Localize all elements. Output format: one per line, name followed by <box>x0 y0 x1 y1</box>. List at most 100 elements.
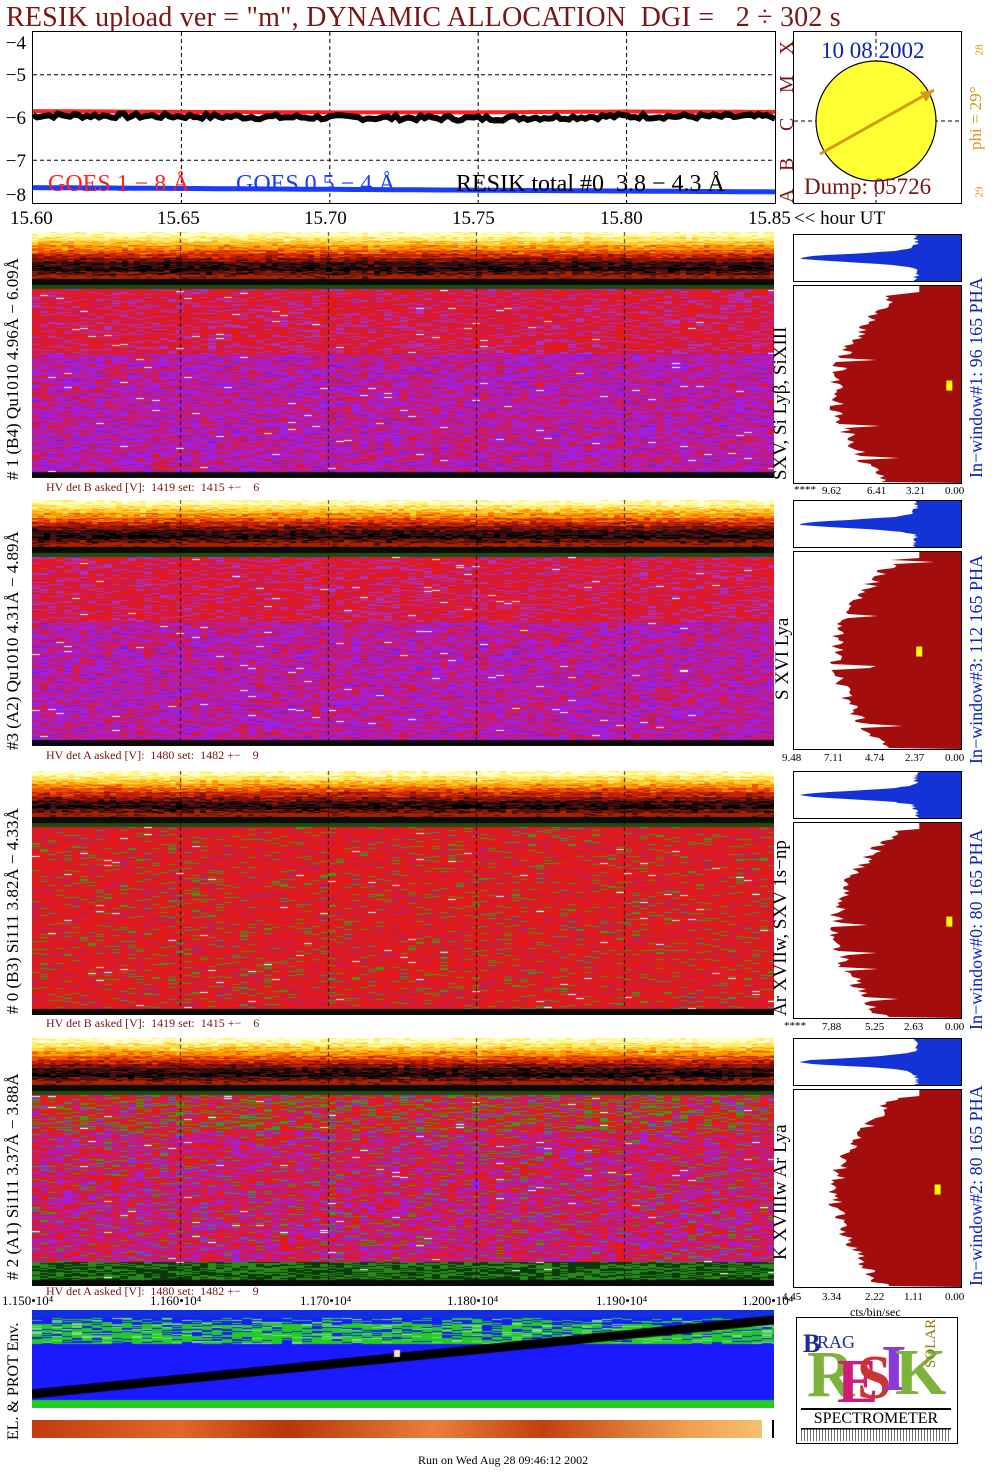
pha-histogram-1 <box>793 234 962 282</box>
pha-histogram-area <box>794 772 961 818</box>
hist-tick: 4.74 <box>865 752 885 764</box>
hist-tick: 0.00 <box>945 752 965 764</box>
page-title: RESIK upload ver = "m", DYNAMIC ALLOCATI… <box>6 2 841 33</box>
hist-tick: 6.41 <box>867 485 887 497</box>
pha-histogram-3 <box>793 771 962 819</box>
observation-date: 10 08 2002 <box>821 38 925 63</box>
spectrogram-image <box>32 1038 774 1286</box>
spectrum-histogram-area <box>829 823 961 1018</box>
hv-status-2: HV det A asked [V]: 1480 set: 1482 +− 9 <box>46 748 259 762</box>
spectrum-histogram-4 <box>793 1089 962 1288</box>
spectrogram-panel-1 <box>32 232 774 478</box>
spectrum-histogram-area <box>828 1090 961 1287</box>
line-id-3: Ar XVIIw, SXV 1s−np <box>770 840 791 1016</box>
hist-tick: 2.22 <box>865 1291 885 1303</box>
hist-tick: 9.62 <box>822 485 842 497</box>
environment-gradient-end <box>772 1420 774 1438</box>
spectrogram-panel-3 <box>32 771 774 1015</box>
hist-tick: 2.63 <box>904 1021 924 1033</box>
hour-tick: 15.60 <box>10 208 53 229</box>
svg-text:S: S <box>857 1344 891 1412</box>
logo-caption: SPECTROMETER <box>801 1408 951 1430</box>
svg-text:SOLAR: SOLAR <box>923 1319 939 1368</box>
svg-text:E: E <box>837 1348 878 1416</box>
spectrogram-panel-4 <box>32 1038 774 1286</box>
spectrogram-image <box>32 232 774 478</box>
histogram-marker <box>946 916 953 927</box>
pha-histogram-2 <box>793 500 962 548</box>
goes-series-line <box>33 109 775 115</box>
hv-status-1: HV det B asked [V]: 1419 set: 1415 +− 6 <box>46 480 260 494</box>
hist-tick: 0.00 <box>945 1291 965 1303</box>
pha-histogram-4 <box>793 1038 962 1086</box>
spectrum-histogram-2 <box>793 551 962 750</box>
environment-label: EL. & PROT Env. <box>5 1322 22 1440</box>
environment-gradient-bar <box>32 1420 762 1438</box>
hv-status-3: HV det B asked [V]: 1419 set: 1415 +− 6 <box>46 1016 260 1030</box>
legend-resik-total: RESIK total #0 3.8 − 4.3 Å <box>456 171 725 197</box>
in-window-1: In−window#1: 96 165 PHA <box>966 277 986 478</box>
svg-text:B: B <box>803 1329 820 1358</box>
hour-tick: 15.80 <box>600 208 643 229</box>
hist-tick: **** <box>784 1020 806 1032</box>
detector-label-3: # 0 (B3) Si111 3.82Å − 4.33Å <box>3 808 22 1014</box>
spectrum-histogram-1 <box>793 285 962 484</box>
hist-tick: 5.25 <box>865 1021 885 1033</box>
spectrum-histogram-area <box>829 286 961 483</box>
in-window-4: In−window#2: 80 165 PHA <box>966 1085 986 1286</box>
bin-tick: 1.190•10⁴ <box>596 1293 648 1308</box>
legend-goes-short: GOES 0.5 − 4 Å <box>236 171 396 197</box>
hist-tick: 3.34 <box>822 1291 842 1303</box>
hist-tick: 7.11 <box>824 752 843 764</box>
hour-axis-unit: << hour UT <box>794 208 886 229</box>
bin-tick: 1.150•10⁴ <box>2 1293 54 1308</box>
legend-goes-long: GOES 1 − 8 Å <box>48 171 190 197</box>
sun-diagram <box>794 32 961 203</box>
svg-text:RAG: RAG <box>817 1332 855 1352</box>
hv-status-4: HV det A asked [V]: 1480 set: 1482 +− 9 <box>46 1284 259 1298</box>
bin-tick: 1.180•10⁴ <box>447 1293 499 1308</box>
detector-label-2: #3 (A2) Qu1010 4.31Å − 4.89Å <box>3 531 22 750</box>
goes-series-line <box>33 185 775 195</box>
spectrum-histogram-3 <box>793 822 962 1019</box>
resik-logo: R E S I K B RAG SOLAR SPECTROMETER <box>796 1317 958 1444</box>
goes-class-axis: A B C M X <box>774 31 798 203</box>
svg-text:I: I <box>881 1332 907 1405</box>
pha-histogram-area <box>794 235 961 281</box>
goes-y-tick: −7 <box>5 151 26 172</box>
goes-y-tick: −5 <box>5 65 26 86</box>
hour-tick: 15.65 <box>157 208 200 229</box>
svg-text:K: K <box>895 1336 946 1409</box>
spectrogram-image <box>32 500 774 746</box>
bin-tick: 1.200•10⁴ <box>742 1293 794 1308</box>
hist-tick: 7.88 <box>822 1021 842 1033</box>
histogram-marker <box>934 1184 941 1195</box>
detector-label-1: # 1 (B4) Qu1010 4.96Å − 6.09Å <box>3 257 22 480</box>
goes-lightcurve-plot <box>33 32 775 203</box>
line-id-1: SXV, Si Lyβ, SiXIII <box>770 326 791 480</box>
environment-panel <box>32 1310 774 1408</box>
hist-tick: 1.11 <box>904 1291 923 1303</box>
hour-tick: 15.85 <box>748 208 791 229</box>
phi-angle: phi = 29° <box>966 86 985 150</box>
hist-tick: 3.21 <box>906 485 926 497</box>
hist-unit-label: cts/bin/sec <box>850 1305 901 1319</box>
histogram-marker <box>916 646 923 657</box>
goes-lightcurve-panel <box>32 31 776 204</box>
goes-series-line <box>33 109 775 125</box>
logo-fine-print <box>801 1429 951 1441</box>
svg-text:R: R <box>807 1338 856 1411</box>
goes-y-tick: −6 <box>5 108 26 129</box>
detector-label-4: # 2 (A1) Si111 3.37Å − 3.88Å <box>3 1073 22 1280</box>
bin-tick: 1.160•10⁴ <box>150 1293 202 1308</box>
hist-tick: **** <box>794 484 816 496</box>
in-window-2: In−window#3: 112 165 PHA <box>966 555 986 764</box>
hist-tick: 2.37 <box>905 752 925 764</box>
pha-histogram-area <box>794 1039 961 1085</box>
bin-tick: 1.170•10⁴ <box>300 1293 352 1308</box>
hist-tick: 9.48 <box>782 752 802 764</box>
hist-tick: 0.00 <box>945 485 965 497</box>
line-id-4: K XVIIIw Ar Lya <box>770 1124 791 1260</box>
resik-logo-icon: R E S I K B RAG SOLAR <box>803 1319 946 1416</box>
phi-tick-top: 28 <box>973 44 986 56</box>
